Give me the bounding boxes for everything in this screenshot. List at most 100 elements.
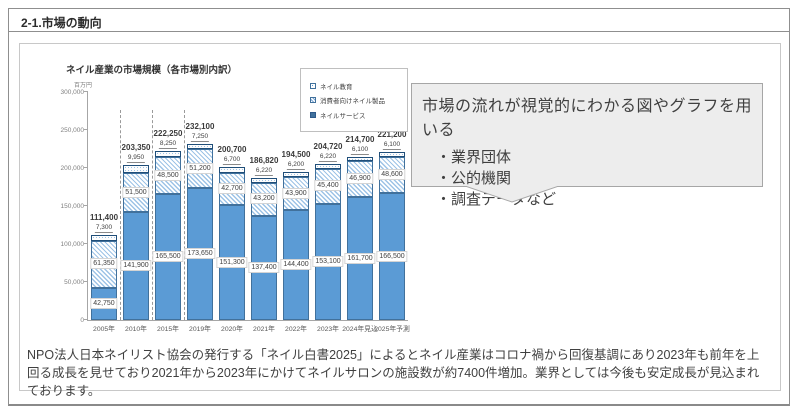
x-axis-label: 2023年 (317, 326, 339, 333)
x-axis-label: 2022年 (285, 326, 307, 333)
total-value-label: 194,500 (281, 150, 311, 160)
x-axis-label: 2019年 (189, 326, 211, 333)
callout-bullet: ・公的機関 (436, 170, 512, 187)
bar-2010年: 141,900 51,500 9,950 203,350 2010年 (120, 92, 152, 333)
y-axis-tick-mark (84, 281, 88, 282)
education-value-label: 7,300 (94, 224, 114, 234)
bar-2005年: 42,750 61,350 7,300 111,400 2005年 (88, 92, 120, 333)
callout-bullet: ・業界団体 (436, 149, 512, 166)
segment-value-label: 45,400 (314, 180, 342, 192)
segment-ネイル教育 (251, 178, 277, 183)
total-value-label: 221,200 (377, 129, 407, 139)
period-separator-line (184, 110, 185, 320)
plot-area: 0 50,000 100,000 150,000 200,000 250,000 300,0… (61, 89, 410, 333)
segment-value-label: 61,350 (90, 258, 118, 270)
segment-value-label: 151,300 (216, 256, 248, 268)
x-axis-label: 2015年 (157, 326, 179, 333)
total-value-label: 203,350 (121, 143, 151, 153)
segment-value-label: 51,200 (186, 162, 214, 174)
total-value-label: 222,250 (153, 129, 183, 139)
y-axis-tick-mark (84, 91, 88, 92)
segment-ネイル教育 (155, 151, 181, 158)
x-axis-label: 2020年 (221, 326, 243, 333)
y-axis-tick-mark (84, 319, 88, 320)
legend-marker-icon (310, 82, 316, 89)
segment-value-label: 161,700 (344, 252, 376, 264)
period-separator-line (152, 110, 153, 320)
bar-2019年: 173,650 51,200 7,250 232,100 2019年 (184, 92, 216, 333)
segment-ネイル教育 (187, 143, 213, 150)
segment-ネイル教育 (219, 167, 245, 173)
total-value-label: 204,720 (313, 142, 343, 152)
segment-value-label: 48,600 (378, 169, 406, 180)
education-value-label: 9,950 (126, 154, 146, 164)
section-title: 2-1.市場の動向 (21, 16, 102, 30)
legend-item: 消費者向けネイル製品 (310, 95, 398, 105)
slide-frame: 2-1.市場の動向 ネイル産業の市場規模（各市場別内訳） 百万円 0 50,000… (8, 8, 790, 406)
x-axis-label: 2024年見込 (342, 326, 378, 333)
legend-label: ネイルサービス (320, 112, 366, 120)
period-separator-line (120, 110, 121, 320)
segment-value-label: 137,400 (248, 261, 280, 273)
segment-value-label: 42,750 (90, 297, 118, 309)
y-axis-tick: 50,000 (64, 279, 84, 286)
y-axis-tick: 100,000 (60, 241, 85, 248)
segment-ネイル教育 (123, 165, 149, 174)
bar-2023年: 153,100 45,400 6,220 204,720 2023年 (312, 92, 344, 333)
total-value-label: 232,100 (185, 121, 215, 131)
y-axis-tick: 250,000 (60, 127, 85, 134)
content-panel: ネイル産業の市場規模（各市場別内訳） 百万円 0 50,000 100,000 150… (19, 43, 781, 398)
segment-value-label: 51,500 (122, 186, 150, 198)
y-axis-tick-mark (84, 167, 88, 168)
education-value-label: 6,220 (318, 153, 338, 163)
education-value-label: 6,100 (350, 145, 370, 155)
y-axis-tick: 150,000 (60, 203, 85, 210)
education-value-label: 8,250 (158, 140, 178, 150)
legend-marker-icon (310, 97, 316, 103)
y-axis-tick: 300,000 (60, 89, 85, 96)
legend-marker-icon (310, 111, 316, 118)
total-value-label: 200,700 (217, 145, 247, 155)
y-axis-tick-mark (84, 243, 88, 244)
x-axis-label: 2021年 (253, 326, 275, 333)
bar-2021年: 137,400 43,200 6,220 186,820 2021年 (248, 92, 280, 333)
segment-value-label: 141,900 (120, 260, 152, 272)
education-value-label: 6,700 (222, 156, 242, 166)
education-value-label: 7,250 (190, 132, 210, 142)
x-axis-label: 2010年 (125, 326, 147, 333)
education-value-label: 6,200 (286, 161, 306, 171)
total-value-label: 214,700 (345, 134, 375, 144)
y-axis-unit-label: 百万円 (74, 83, 93, 89)
body-text: NPO法人日本ネイリスト協会の発行する「ネイル白書2025」によるとネイル産業は… (27, 348, 760, 399)
section-header: 2-1.市場の動向 (9, 9, 789, 32)
y-axis-tick: 200,000 (60, 165, 85, 172)
segment-value-label: 48,500 (154, 169, 182, 181)
bar-2015年: 165,500 48,500 8,250 222,250 2015年 (152, 92, 184, 333)
segment-value-label: 165,500 (152, 251, 184, 263)
segment-value-label: 43,900 (282, 187, 310, 199)
bar-2025年予測: 166,500 48,600 6,100 221,200 2025年予測 (374, 92, 410, 333)
x-axis-label: 2025年予測 (374, 326, 410, 333)
total-value-label: 111,400 (89, 213, 119, 223)
callout-title: 市場の流れが視覚的にわかる図やグラフを用いる (422, 98, 753, 139)
segment-value-label: 43,200 (250, 193, 278, 205)
chart-title: ネイル産業の市場規模（各市場別内訳） (66, 65, 238, 76)
segment-value-label: 153,100 (312, 255, 344, 267)
segment-value-label: 173,650 (184, 248, 216, 260)
y-axis-tick-mark (84, 129, 88, 130)
segment-value-label: 46,900 (346, 173, 374, 185)
y-axis-tick: 0 (80, 317, 84, 324)
segment-ネイル教育 (347, 156, 373, 162)
y-axis-tick-mark (84, 205, 88, 206)
legend-label: ネイル教育 (320, 83, 353, 91)
bar-2020年: 151,300 42,700 6,700 200,700 2020年 (216, 92, 248, 333)
segment-value-label: 166,500 (376, 250, 408, 262)
chart-legend: ネイル教育消費者向けネイル製品ネイルサービス (300, 68, 408, 132)
segment-ネイル教育 (91, 235, 117, 241)
legend-item: ネイル教育 (310, 81, 398, 91)
total-value-label: 186,820 (249, 156, 279, 166)
segment-value-label: 42,700 (218, 182, 246, 194)
callout-bubble: 市場の流れが視覚的にわかる図やグラフを用いる ・業界団体 ・公的機関 ・調査データな… (411, 83, 763, 208)
education-value-label: 6,220 (254, 167, 274, 177)
